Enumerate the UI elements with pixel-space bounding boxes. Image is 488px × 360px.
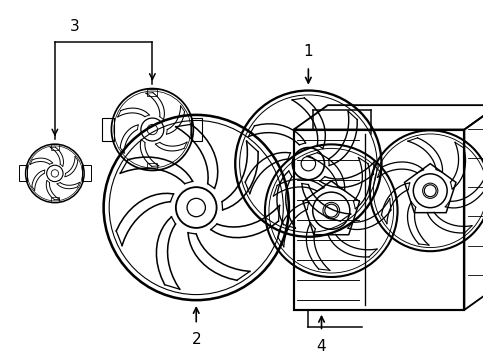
Text: 4: 4 [316,339,325,354]
Text: 2: 2 [191,332,201,347]
Bar [51,144,59,150]
Bar [147,163,157,170]
Text: 3: 3 [69,19,79,34]
Bar [190,118,202,141]
Bar [82,165,90,181]
Text: 1: 1 [303,44,312,59]
Bar [102,118,114,141]
Bar [19,165,27,181]
Bar [147,89,157,96]
Bar [51,197,59,202]
